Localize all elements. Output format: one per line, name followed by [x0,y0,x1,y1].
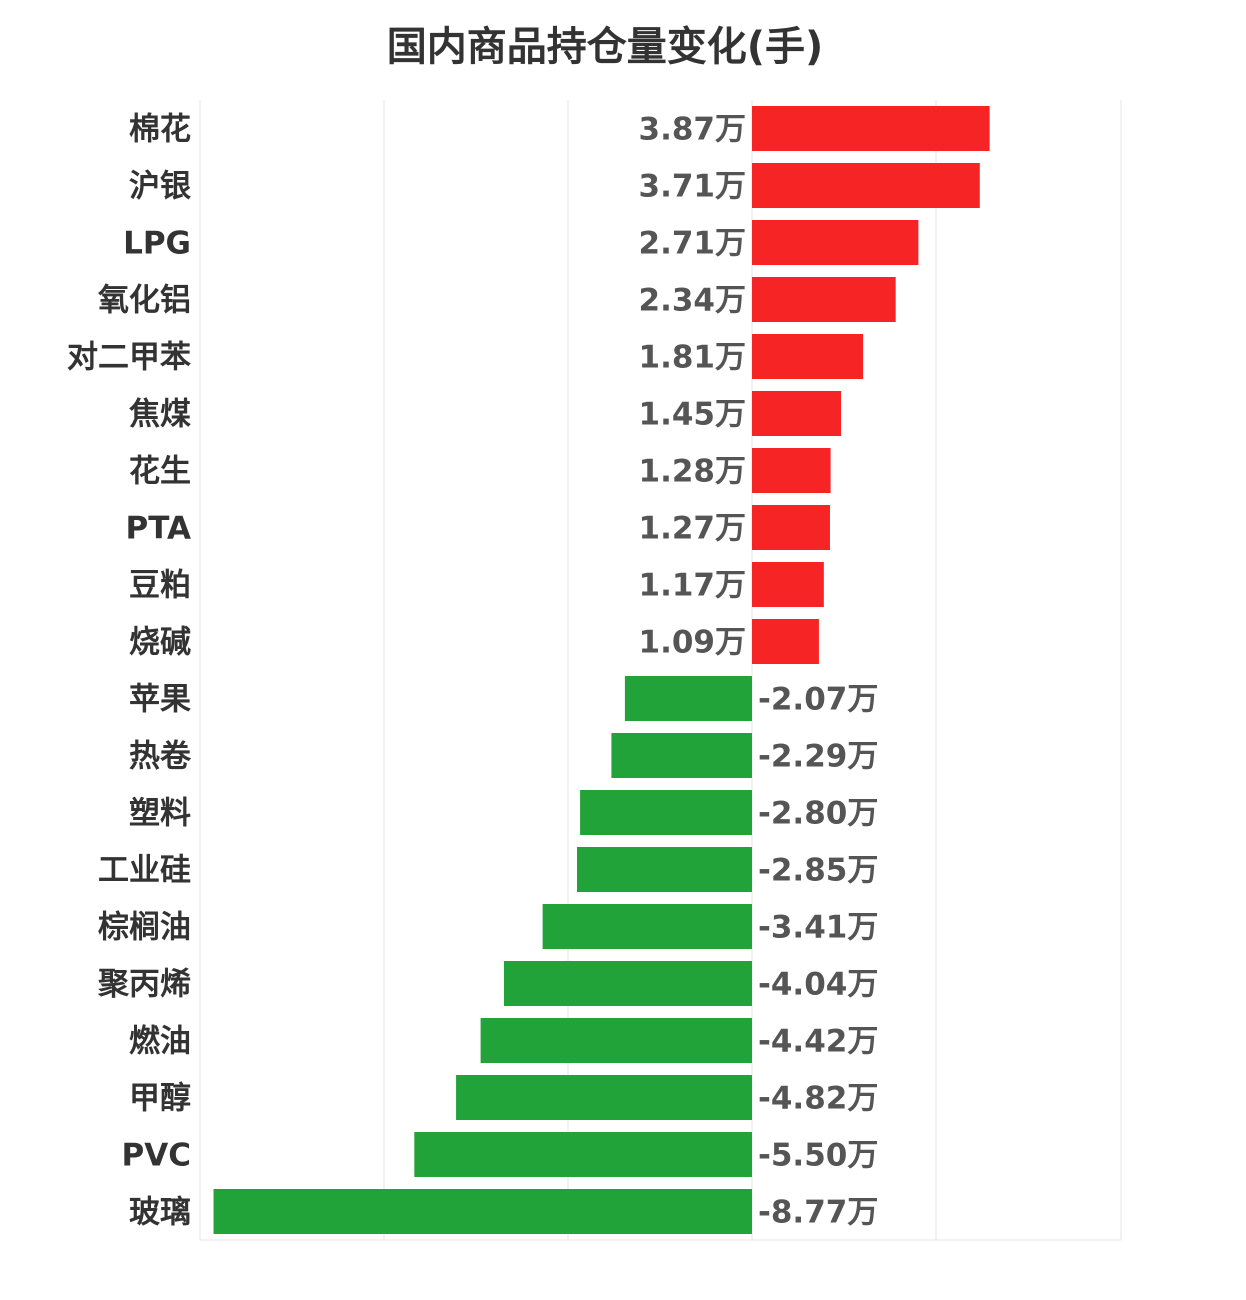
category-label: 甲醇 [129,1081,191,1117]
bar [752,505,830,550]
bar [752,391,842,436]
category-label: 焦煤 [129,397,191,433]
category-label: PVC [122,1138,191,1174]
value-label: 1.27万 [639,511,747,547]
category-label: 豆粕 [129,568,191,604]
value-label: -3.41万 [758,910,878,946]
category-label: 玻璃 [129,1195,191,1231]
category-label: 对二甲苯 [67,340,191,376]
value-label: 1.09万 [639,625,747,661]
value-label: -8.77万 [758,1195,878,1231]
category-label: 工业硅 [98,853,191,889]
bar [213,1189,753,1234]
bars [213,106,990,1234]
category-label: 棉花 [129,112,191,148]
bar [542,904,752,949]
category-label: 热卷 [129,739,192,775]
bar [752,163,980,208]
bar [480,1018,752,1063]
value-label: 3.87万 [639,112,747,148]
value-label: 1.45万 [639,397,747,433]
bar [752,334,864,379]
value-label: 2.34万 [639,283,747,319]
value-label: -4.82万 [758,1081,878,1117]
value-labels: 3.87万 3.71万 2.71万 2.34万 1.81万 1.45万 1.28万 1.27万… [639,112,879,1231]
category-label: PTA [126,511,191,547]
value-label: -4.42万 [758,1024,878,1060]
value-label: 1.28万 [639,454,747,490]
bar [752,448,831,493]
category-label: 氧化铝 [98,283,191,319]
value-label: -2.80万 [758,796,878,832]
value-label: 1.17万 [639,568,747,604]
bar [752,277,896,322]
category-label: 棕榈油 [98,910,191,946]
value-label: -5.50万 [758,1138,878,1174]
bar [752,106,990,151]
bar [577,847,752,892]
chart-title: 国内商品持仓量变化(手) [386,24,824,70]
bar [611,733,752,778]
category-label: LPG [123,226,191,262]
bar [624,676,752,721]
bar [752,562,824,607]
value-label: 3.71万 [639,169,747,205]
bar [752,220,919,265]
category-label: 沪银 [129,169,191,205]
value-label: -2.29万 [758,739,878,775]
grid-lines [199,100,1122,1241]
value-label: -4.04万 [758,967,878,1003]
category-label: 烧碱 [129,625,191,661]
value-label: 2.71万 [639,226,747,262]
category-label: 聚丙烯 [97,967,191,1003]
value-label: -2.85万 [758,853,878,889]
category-label: 花生 [129,454,191,490]
category-label: 塑料 [129,796,191,832]
bar [752,619,819,664]
bar [503,961,752,1006]
category-label: 燃油 [129,1024,191,1060]
category-label: 苹果 [129,682,191,718]
bar [456,1075,752,1120]
value-label: -2.07万 [758,682,878,718]
bar [580,790,752,835]
bar [414,1132,752,1177]
value-label: 1.81万 [639,340,747,376]
